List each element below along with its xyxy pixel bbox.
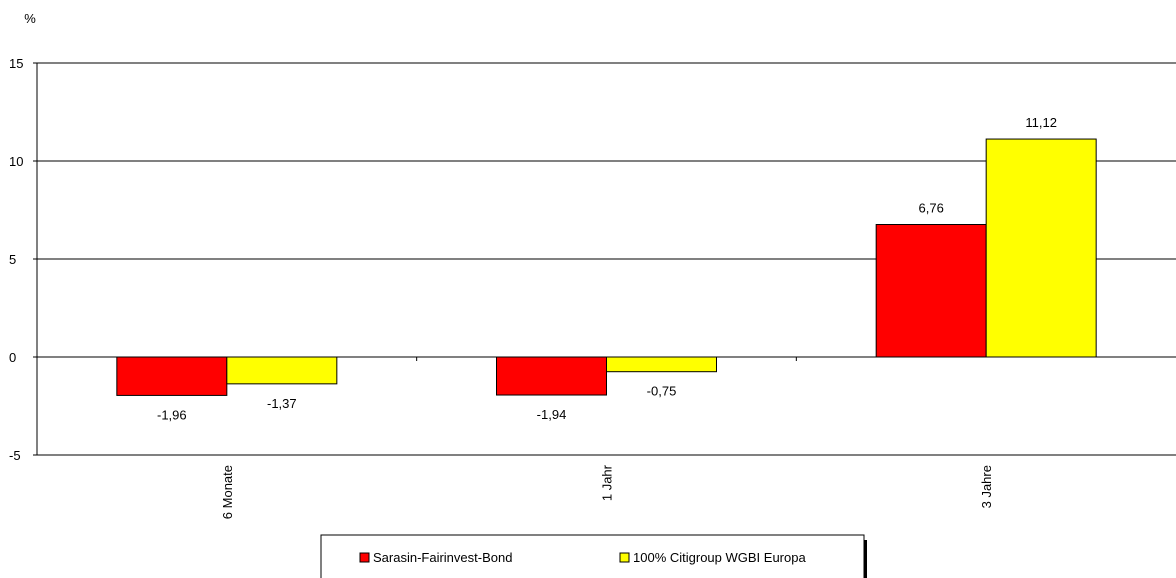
data-label: -1,96 (157, 407, 187, 422)
legend-swatch-series-1 (359, 552, 370, 563)
axes (36, 63, 797, 455)
data-label: -1,94 (537, 407, 567, 422)
bar-series-1-6-monate (116, 356, 228, 396)
y-tick-label: 10 (9, 154, 23, 169)
bar-series-2-1-jahr (606, 356, 717, 373)
y-axis-unit-label: % (24, 11, 36, 26)
data-label: 11,12 (1025, 115, 1057, 130)
legend-shadow (864, 540, 867, 578)
bars (116, 138, 1097, 396)
x-category-label: 3 Jahre (979, 465, 994, 508)
x-axis-category-labels: 6 Monate 1 Jahr 3 Jahre (220, 464, 994, 519)
data-label: 6,76 (919, 201, 944, 216)
bar-series-1-1-jahr (496, 356, 607, 396)
y-tick-label: 0 (9, 350, 16, 365)
x-category-label: 1 Jahr (600, 464, 615, 501)
x-category-label: 6 Monate (220, 465, 235, 519)
data-label: -1,37 (267, 396, 297, 411)
y-tick-label: 5 (9, 252, 16, 267)
legend: Sarasin-Fairinvest-Bond 100% Citigroup W… (320, 534, 867, 578)
legend-label-series-1: Sarasin-Fairinvest-Bond (373, 550, 512, 565)
y-tick-label: -5 (9, 448, 21, 463)
legend-frame (320, 534, 865, 578)
data-label: -0,75 (647, 384, 677, 399)
legend-swatch-series-2 (619, 552, 630, 563)
y-tick-label: 15 (9, 56, 23, 71)
bar-series-1-3-jahre (875, 224, 987, 358)
legend-label-series-2: 100% Citigroup WGBI Europa (633, 550, 806, 565)
bar-series-2-3-jahre (985, 138, 1097, 358)
data-labels: -1,96 -1,37 -1,94 -0,75 6,76 11,12 (157, 115, 1057, 422)
bar-series-2-6-monate (226, 356, 338, 385)
y-axis-tick-labels: 15 10 5 0 -5 (9, 56, 23, 463)
